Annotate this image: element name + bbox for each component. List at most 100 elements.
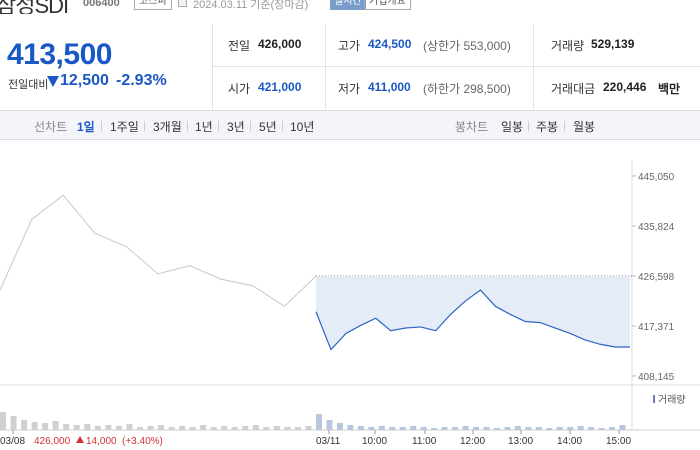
volume-bar (389, 427, 396, 430)
divider (564, 121, 565, 131)
volume-bar (263, 427, 270, 430)
prev-day-line (0, 194, 317, 307)
x-tick-label: 03/11 (316, 436, 341, 447)
period-1y[interactable]: 1년 (195, 120, 213, 134)
volume-bar (273, 426, 280, 430)
volume-bar (84, 424, 91, 430)
x-tick-label: 03/08 (0, 436, 25, 447)
volume-bar (546, 428, 553, 430)
volume-bar (52, 421, 59, 430)
current-price: 413,500 (7, 38, 112, 71)
candle-monthly[interactable]: 월봉 (573, 120, 596, 134)
volume-bar (63, 424, 70, 430)
divider (282, 121, 283, 131)
volume-bar (357, 426, 364, 430)
low-value: 411,000 (368, 80, 411, 94)
company-overview-button[interactable]: 기업개요 (364, 0, 411, 10)
divider (250, 121, 251, 131)
info-row-2: 시가 421,000 저가 411,000 (하한가 298,500) 거래대금… (213, 67, 700, 110)
volume-bar (179, 426, 186, 430)
x-tick-label: 15:00 (606, 436, 631, 447)
down-arrow-icon (47, 76, 59, 87)
volume-bar (21, 420, 28, 430)
divider (528, 121, 529, 131)
volume-bar (452, 427, 459, 430)
stock-header: 삼성SDI 006400 코스피 2024.03.11 기준(장마감) 실시간 … (0, 0, 700, 14)
volume-bar (577, 426, 584, 430)
candle-weekly[interactable]: 주봉 (536, 120, 559, 134)
volume-bar (504, 427, 511, 430)
volume-bar (431, 428, 438, 430)
market-badge: 코스피 (134, 0, 172, 10)
x-tick-label: 11:00 (412, 436, 437, 447)
high-label: 고가 (338, 39, 361, 53)
y-tick-label: 417,371 (638, 322, 675, 333)
upper-limit: (상한가 553,000) (423, 39, 511, 53)
period-1d[interactable]: 1일 (77, 120, 95, 134)
stock-name: 삼성SDI (0, 0, 69, 14)
line-chart-label: 선차트 (34, 120, 68, 134)
document-icon (178, 0, 187, 7)
x-tick-label: 12:00 (460, 436, 485, 447)
divider (187, 121, 188, 131)
volume-bar (473, 427, 479, 430)
volume-bar (556, 427, 563, 430)
low-label: 저가 (338, 82, 361, 96)
trade-amount-value: 220,446 (603, 80, 647, 94)
volume-bar (567, 427, 574, 430)
prev-day-rate: (+3.40%) (122, 436, 163, 447)
divider (218, 121, 219, 131)
volume-bar (441, 427, 448, 430)
volume-bar (94, 426, 101, 430)
volume-bar (115, 426, 122, 430)
prev-day-change: 14,000 (86, 436, 117, 447)
period-3y[interactable]: 3년 (227, 120, 245, 134)
volume-bar (231, 427, 238, 430)
volume-label: 거래량 (551, 39, 585, 53)
volume-bar (31, 422, 38, 430)
candle-daily[interactable]: 일봉 (501, 120, 524, 134)
date-label: 2024.03.11 기준(장마감) (193, 0, 309, 11)
price-info-table: 전일 426,000 고가 424,500 (상한가 553,000) 거래량 … (212, 24, 700, 110)
volume-bar (326, 420, 333, 430)
open-label: 시가 (228, 82, 251, 96)
lower-limit: (하한가 298,500) (423, 82, 511, 96)
y-tick-label: 445,050 (638, 172, 675, 183)
realtime-button[interactable]: 실시간 (330, 0, 366, 10)
volume-bar (347, 425, 354, 430)
volume-bar (410, 426, 417, 430)
volume-bar (73, 425, 80, 430)
volume-bar (588, 427, 595, 430)
x-tick-label: 14:00 (557, 436, 582, 447)
trade-amount-label: 거래대금 (551, 82, 596, 96)
volume-bar (252, 425, 259, 430)
vs-prev-label: 전일대비 (8, 79, 49, 91)
volume-bar (42, 423, 49, 430)
volume-bar (483, 427, 490, 430)
volume-bar (136, 427, 143, 430)
period-5y[interactable]: 5년 (259, 120, 277, 134)
price-chart: 445,050 435,824 426,598 417,371 408,145 거래량 03… (0, 140, 700, 450)
prev-close-value: 426,000 (258, 37, 302, 51)
chart-toolbar: 선차트 1일 1주일 3개월 1년 3년 5년 10년 봉차트 일봉 주봉 월봉 (0, 110, 700, 140)
volume-bar (305, 426, 312, 430)
volume-bar (158, 425, 164, 430)
divider (144, 121, 145, 131)
prev-close-label: 전일 (228, 39, 251, 53)
volume-bar (168, 427, 175, 430)
divider (101, 121, 102, 131)
stock-code: 006400 (83, 0, 120, 9)
period-10y[interactable]: 10년 (290, 120, 315, 134)
period-3m[interactable]: 3개월 (153, 120, 182, 134)
volume-bar (105, 425, 112, 430)
volume-bar (462, 426, 469, 430)
volume-bar (514, 426, 521, 430)
price-panel: 413,500 전일대비 12,500 -2.93% (0, 24, 212, 110)
period-1w[interactable]: 1주일 (110, 120, 139, 134)
prev-day-close: 426,000 (34, 436, 71, 447)
volume-bar (493, 428, 500, 430)
today-fill-area (316, 275, 630, 350)
chart-svg: 445,050 435,824 426,598 417,371 408,145 거래량 03… (0, 160, 700, 447)
y-tick-label: 426,598 (638, 272, 675, 283)
price-change-rate: -2.93% (116, 72, 167, 89)
